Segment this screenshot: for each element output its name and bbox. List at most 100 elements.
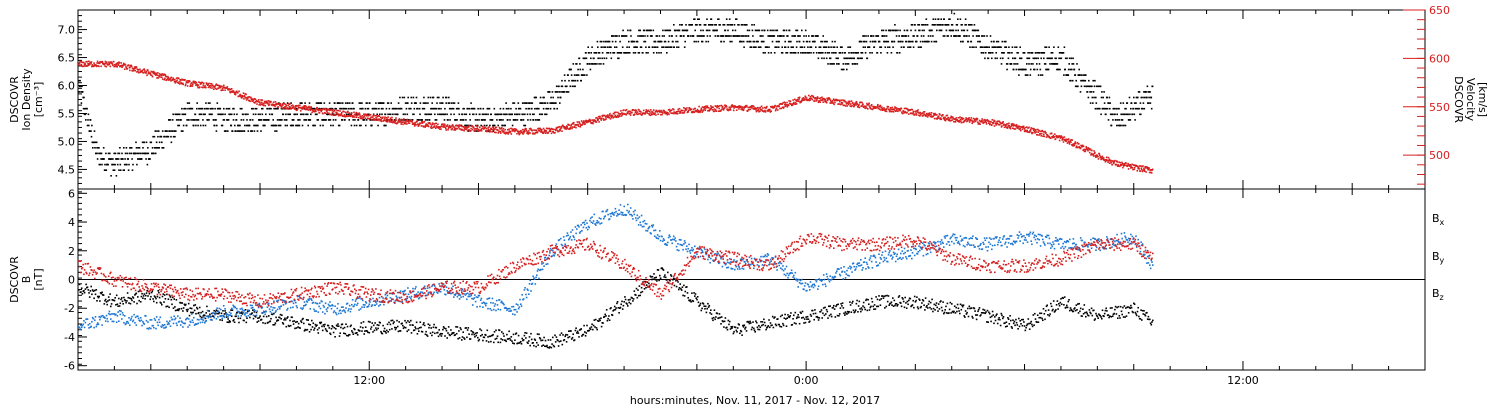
velocity-point — [780, 103, 782, 105]
density-point — [652, 52, 655, 54]
density-point — [360, 124, 362, 127]
density-point — [421, 119, 423, 121]
density-point — [223, 119, 226, 121]
velocity-point — [966, 120, 968, 123]
velocity-point — [800, 100, 803, 103]
velocity-point — [739, 105, 742, 108]
velocity-point — [946, 114, 949, 117]
velocity-point — [298, 106, 301, 109]
density-point — [610, 46, 612, 48]
velocity-point — [284, 107, 287, 109]
density-point — [526, 102, 528, 104]
density-point — [924, 40, 927, 43]
density-point — [646, 29, 648, 32]
velocity-point — [554, 131, 556, 134]
velocity-point — [763, 106, 766, 109]
density-point — [1069, 79, 1071, 82]
velocity-point — [1038, 130, 1041, 132]
velocity-point — [199, 82, 201, 84]
velocity-point — [804, 98, 806, 100]
density-point — [790, 40, 792, 43]
density-point — [292, 119, 295, 121]
density-point — [643, 29, 646, 32]
velocity-point — [827, 98, 829, 101]
velocity-point — [865, 107, 868, 109]
velocity-point — [556, 129, 559, 132]
density-point — [768, 46, 770, 48]
density-point — [912, 40, 914, 43]
density-point — [1080, 79, 1082, 82]
velocity-point — [1015, 124, 1018, 126]
velocity-point — [860, 105, 863, 107]
velocity-point — [1064, 138, 1066, 141]
velocity-point — [1057, 136, 1060, 138]
velocity-point — [988, 120, 990, 123]
density-point — [336, 113, 338, 116]
velocity-point — [821, 96, 823, 99]
density-point — [805, 35, 807, 37]
density-point — [423, 107, 426, 110]
velocity-point — [476, 125, 479, 128]
velocity-point — [264, 100, 266, 103]
density-point — [875, 35, 878, 37]
density-point — [1012, 68, 1015, 71]
density-point — [149, 158, 151, 160]
velocity-point — [358, 116, 360, 119]
velocity-point — [145, 70, 148, 73]
density-point — [378, 107, 380, 110]
density-point — [457, 107, 459, 110]
density-point — [669, 46, 671, 48]
velocity-point — [758, 110, 760, 113]
velocity-point — [158, 73, 161, 75]
velocity-point — [152, 70, 155, 73]
velocity-point — [614, 114, 617, 117]
velocity-point — [181, 79, 184, 81]
velocity-point — [865, 105, 867, 108]
density-point — [486, 124, 488, 127]
velocity-point — [933, 114, 935, 116]
density-point — [202, 124, 205, 127]
velocity-point — [186, 85, 189, 87]
velocity-point — [486, 129, 489, 132]
velocity-point — [1100, 157, 1103, 160]
velocity-point — [656, 110, 659, 113]
velocity-point — [950, 119, 952, 122]
velocity-point — [960, 120, 962, 122]
velocity-point — [1110, 160, 1113, 162]
density-point — [375, 107, 378, 110]
density-point — [1048, 46, 1050, 48]
velocity-point — [618, 112, 620, 115]
density-point — [196, 119, 199, 121]
density-point — [584, 57, 586, 60]
density-point — [357, 119, 360, 121]
density-point — [752, 35, 754, 37]
density-point — [854, 63, 857, 65]
velocity-point — [911, 108, 914, 111]
velocity-point — [257, 101, 260, 103]
density-point — [823, 57, 825, 60]
velocity-point — [811, 94, 813, 97]
velocity-point — [801, 98, 803, 100]
density-point — [493, 107, 496, 110]
velocity-point — [923, 111, 926, 113]
velocity-point — [946, 118, 948, 121]
density-point — [319, 107, 321, 110]
density-point — [758, 29, 761, 32]
velocity-point — [720, 109, 722, 112]
density-point — [107, 152, 110, 155]
velocity-point — [965, 118, 968, 121]
velocity-point — [552, 130, 554, 133]
velocity-point — [738, 108, 740, 110]
velocity-point — [1011, 124, 1013, 127]
density-point — [1017, 68, 1020, 71]
density-point — [482, 107, 485, 110]
velocity-point — [793, 101, 795, 104]
velocity-point — [276, 106, 279, 109]
velocity-point — [929, 112, 931, 114]
velocity-point — [413, 125, 416, 127]
velocity-point — [87, 62, 89, 65]
density-point — [704, 24, 707, 26]
density-point — [124, 158, 126, 160]
velocity-point — [427, 122, 430, 124]
velocity-point — [156, 74, 159, 77]
